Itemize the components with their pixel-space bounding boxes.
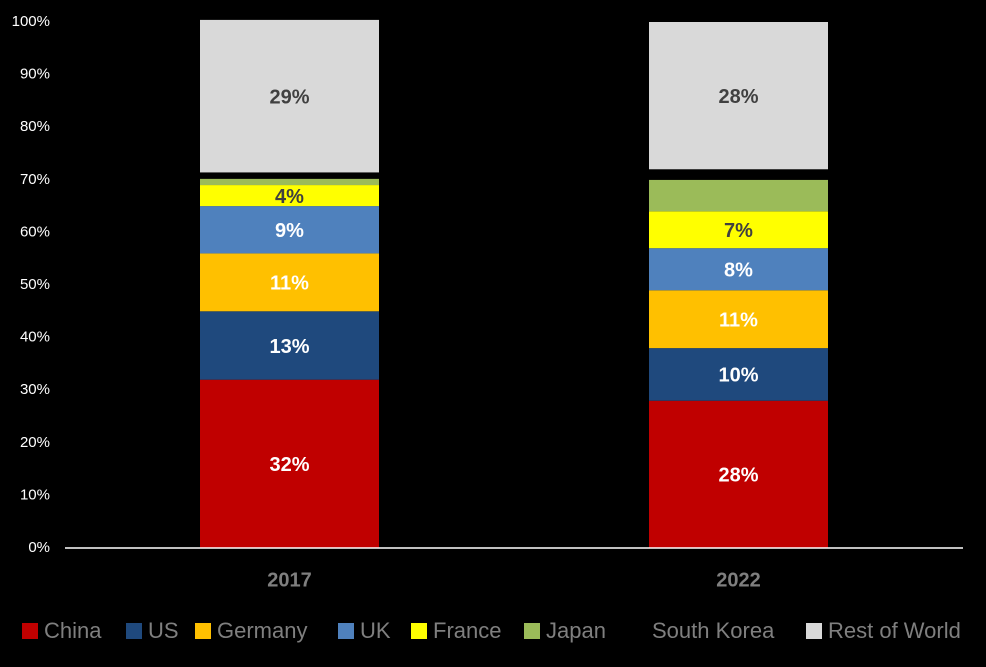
- legend-label: UK: [360, 618, 391, 643]
- y-tick-label: 20%: [20, 434, 50, 451]
- y-tick-label: 10%: [20, 486, 50, 503]
- bar-segment: [649, 348, 828, 401]
- data-label: 13%: [269, 336, 309, 358]
- data-label: 28%: [718, 465, 758, 487]
- legend-swatch: [630, 623, 646, 639]
- data-label: 28%: [718, 86, 758, 108]
- data-label: 10%: [718, 365, 758, 387]
- bar-segment: [200, 185, 379, 207]
- legend-swatch: [806, 623, 822, 639]
- legend-swatch: [338, 623, 354, 639]
- y-tick-label: 40%: [20, 329, 50, 346]
- data-label: 4%: [275, 186, 304, 208]
- y-tick-label: 70%: [20, 171, 50, 188]
- bar-segment: [200, 379, 379, 548]
- legend-swatch: [195, 623, 211, 639]
- bar-segment: [200, 172, 379, 179]
- bar-segment: [649, 179, 828, 212]
- bar-segment: [649, 290, 828, 349]
- data-label: 11%: [270, 273, 309, 295]
- data-label: 9%: [275, 220, 304, 242]
- y-tick-label: 60%: [20, 223, 50, 240]
- bar-segment: [200, 253, 379, 312]
- legend-label: South Korea: [652, 618, 775, 643]
- legend-label: Rest of World: [828, 618, 961, 643]
- bar-segment: [649, 169, 828, 180]
- bar-segment: [200, 178, 379, 186]
- legend-swatch: [524, 623, 540, 639]
- bar-segment: [649, 400, 828, 548]
- y-tick-label: 80%: [20, 118, 50, 135]
- legend-swatch: [126, 623, 142, 639]
- data-label: 11%: [719, 309, 758, 331]
- data-label: 32%: [269, 454, 309, 476]
- legend-label: US: [148, 618, 179, 643]
- legend-swatch: [411, 623, 427, 639]
- bar-segment: [649, 22, 828, 170]
- legend-label: China: [44, 618, 102, 643]
- y-tick-label: 0%: [28, 539, 50, 556]
- data-label: 8%: [724, 260, 753, 282]
- legend-label: Germany: [217, 618, 307, 643]
- bar-segment: [200, 311, 379, 380]
- bar-segment: [200, 19, 379, 173]
- legend-swatch: [22, 623, 38, 639]
- bar-segment: [649, 211, 828, 249]
- bar-segment: [200, 206, 379, 254]
- bar-segment: [649, 248, 828, 291]
- y-tick-label: 30%: [20, 381, 50, 398]
- y-tick-label: 90%: [20, 66, 50, 83]
- x-tick-label: 2022: [716, 569, 761, 591]
- data-label: 7%: [724, 220, 753, 242]
- y-tick-label: 50%: [20, 276, 50, 293]
- y-tick-label: 100%: [12, 13, 50, 30]
- data-label: 29%: [269, 86, 309, 108]
- legend-label: France: [433, 618, 501, 643]
- x-tick-label: 2017: [267, 569, 312, 591]
- legend-label: Japan: [546, 618, 606, 643]
